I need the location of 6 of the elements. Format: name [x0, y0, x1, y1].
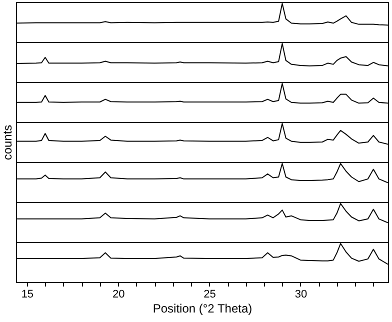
x-tick-label: 20: [112, 288, 125, 300]
x-axis-title: Position (°2 Theta): [152, 302, 252, 316]
x-tick-label: 15: [21, 288, 34, 300]
y-axis-title: counts: [0, 124, 14, 160]
x-tick-label: 25: [204, 288, 216, 300]
x-tick-label: 30: [294, 288, 308, 300]
